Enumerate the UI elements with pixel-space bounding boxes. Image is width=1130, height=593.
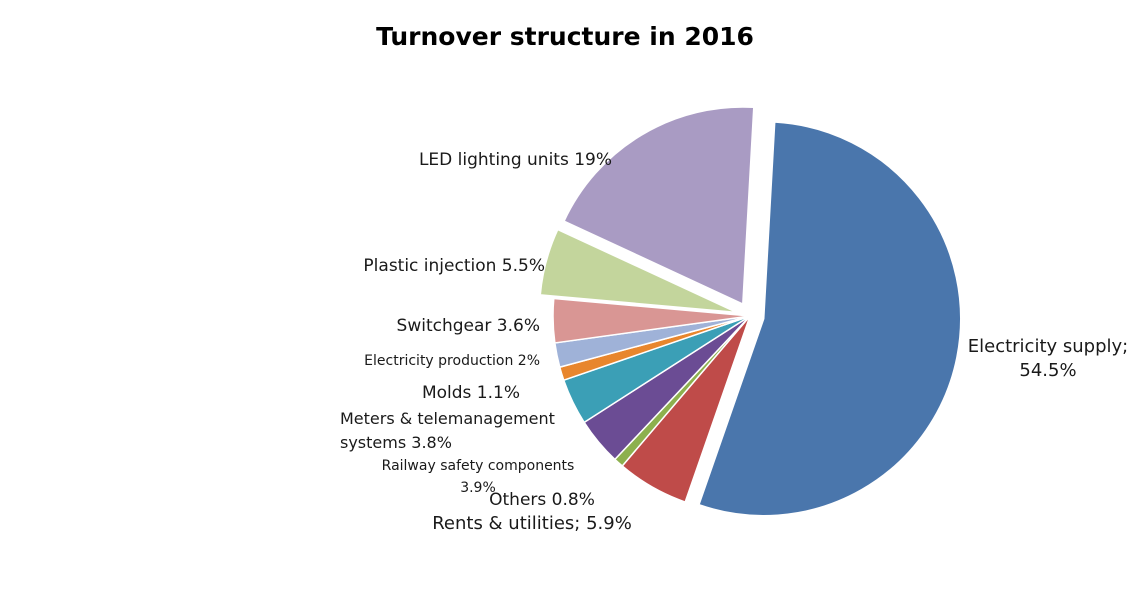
slice-label-line: Rents & utilities; 5.9% (432, 513, 632, 534)
slice-label: Electricity production 2% (364, 353, 540, 369)
slice-label: Electricity supply; 54.5% (968, 336, 1129, 381)
pie-slices (539, 106, 962, 517)
slice-label: Plastic injection 5.5% (363, 256, 545, 276)
slice-label: Switchgear 3.6% (397, 316, 540, 336)
slice-label-line: Switchgear 3.6% (397, 316, 540, 336)
slice-label-line: Electricity production 2% (364, 353, 540, 369)
slice-label-line: Plastic injection 5.5% (363, 256, 545, 276)
slice-label-line: Electricity supply; (968, 336, 1129, 357)
slice-label: Rents & utilities; 5.9% (432, 513, 632, 534)
slice-label: Meters & telemanagement systems 3.8% (340, 409, 555, 452)
slice-label-line: LED lighting units 19% (419, 150, 612, 170)
slice-label-line: Meters & telemanagement (340, 409, 555, 428)
slice-label-line: 54.5% (1019, 360, 1076, 381)
slice-label: Railway safety components 3.9% (382, 458, 575, 496)
pie-slice (563, 106, 755, 306)
slice-label-line: systems 3.8% (340, 433, 452, 452)
chart-title: Turnover structure in 2016 (376, 22, 754, 51)
pie-slice (552, 297, 751, 344)
slice-label-line: Molds 1.1% (422, 383, 520, 403)
slice-label: LED lighting units 19% (419, 150, 612, 170)
slice-labels: Electricity supply; 54.5% Rents & utilitie… (340, 150, 1128, 534)
slice-label-line: Others 0.8% (489, 490, 595, 510)
slice-label-line: 3.9% (460, 480, 496, 496)
slice-label-line: Railway safety components (382, 458, 575, 474)
slice-label: Others 0.8% (489, 490, 595, 510)
slice-label: Molds 1.1% (422, 383, 520, 403)
pie-slice (539, 228, 737, 314)
pie-slice (697, 121, 962, 517)
